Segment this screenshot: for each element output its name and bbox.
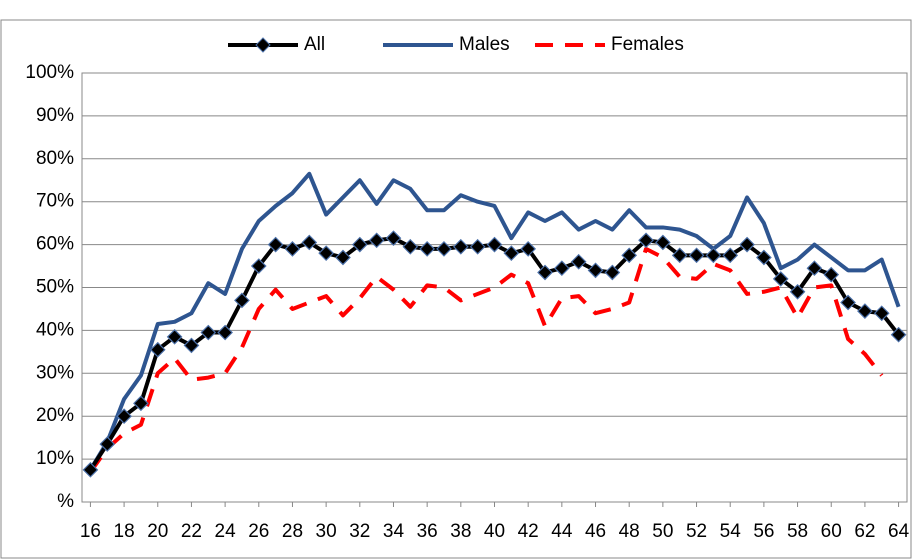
point-marker: [250, 258, 267, 274]
y-tick-label: 50%: [36, 277, 74, 298]
x-tick-label: 16: [80, 521, 101, 542]
point-marker: [873, 305, 890, 322]
x-tick-label: 42: [518, 521, 539, 542]
y-tick-label: %: [57, 491, 74, 512]
x-tick-label: 26: [248, 521, 269, 542]
x-tick-label: 56: [753, 521, 774, 542]
point-marker: [99, 436, 116, 452]
point-marker: [486, 236, 503, 253]
x-tick-label: 20: [147, 521, 168, 542]
x-tick-label: 48: [619, 521, 640, 542]
point-marker: [587, 262, 604, 279]
x-tick-label: 50: [652, 521, 673, 542]
x-tick-label: 28: [282, 521, 303, 542]
y-tick-label: 100%: [25, 62, 74, 83]
point-marker: [133, 395, 149, 412]
point-marker: [217, 324, 233, 341]
point-marker: [553, 260, 570, 277]
point-marker: [116, 408, 132, 425]
point-marker: [756, 249, 772, 266]
y-tick-label: 30%: [36, 362, 74, 383]
point-marker: [621, 247, 638, 264]
point-marker: [570, 253, 587, 270]
point-marker: [671, 247, 688, 264]
point-marker: [655, 234, 671, 251]
point-marker: [469, 238, 486, 255]
point-marker: [301, 234, 318, 251]
x-tick-label: 30: [316, 521, 337, 542]
point-marker: [604, 264, 621, 281]
chart-frame: [0, 19, 912, 559]
point-marker: [234, 292, 250, 309]
y-tick-label: 40%: [36, 319, 74, 340]
y-tick-label: 10%: [36, 448, 74, 469]
y-tick-label: 20%: [36, 405, 74, 426]
x-tick-label: 46: [585, 521, 606, 542]
x-tick-label: 54: [720, 521, 742, 542]
point-marker: [722, 247, 739, 264]
series-line: [88, 171, 901, 471]
x-tick-label: 38: [450, 521, 471, 542]
point-marker: [351, 236, 368, 253]
point-marker: [857, 303, 873, 319]
legend-label: Females: [611, 34, 684, 55]
x-tick-label: 52: [686, 521, 707, 542]
x-tick-label: 60: [821, 521, 842, 542]
point-marker: [688, 247, 705, 264]
y-tick-label: 70%: [36, 191, 74, 212]
point-marker: [183, 337, 200, 354]
point-marker: [82, 461, 99, 478]
x-tick-label: 22: [181, 521, 202, 542]
x-tick-label: 32: [349, 521, 370, 542]
point-marker: [537, 264, 553, 281]
point-marker: [335, 249, 351, 266]
x-tick-label: 24: [215, 521, 237, 542]
point-marker: [318, 245, 334, 262]
x-tick-label: 64: [888, 521, 910, 542]
point-marker: [436, 241, 452, 257]
y-tick-label: 80%: [36, 148, 74, 169]
x-tick-label: 58: [787, 521, 808, 542]
legend-label: All: [304, 34, 325, 55]
x-tick-label: 34: [383, 521, 405, 542]
y-tick-label: 90%: [36, 105, 74, 126]
point-marker: [806, 260, 823, 277]
point-marker: [368, 232, 385, 249]
x-tick-label: 36: [417, 521, 438, 542]
point-marker: [267, 236, 284, 253]
x-tick-label: 62: [854, 521, 875, 542]
point-marker: [200, 324, 217, 341]
point-marker: [823, 266, 840, 283]
x-tick-label: 40: [484, 521, 505, 542]
point-marker: [149, 341, 166, 358]
x-tick-label: 44: [551, 521, 573, 542]
point-marker: [772, 271, 789, 287]
point-marker: [840, 294, 856, 311]
series-line: [88, 246, 884, 474]
y-tick-label: 60%: [36, 234, 74, 255]
legend-marker: [255, 37, 271, 53]
point-marker: [166, 328, 183, 345]
point-marker: [789, 283, 806, 300]
point-marker: [503, 245, 520, 262]
point-marker: [284, 241, 301, 257]
point-marker: [520, 241, 537, 257]
x-tick-label: 18: [114, 521, 135, 542]
point-marker: [419, 241, 436, 257]
point-marker: [638, 232, 654, 249]
point-marker: [452, 238, 469, 255]
legend-label: Males: [459, 34, 510, 55]
point-marker: [705, 247, 722, 264]
point-marker: [402, 238, 419, 255]
point-marker: [385, 230, 402, 247]
point-marker: [739, 236, 755, 253]
point-marker: [890, 326, 907, 343]
